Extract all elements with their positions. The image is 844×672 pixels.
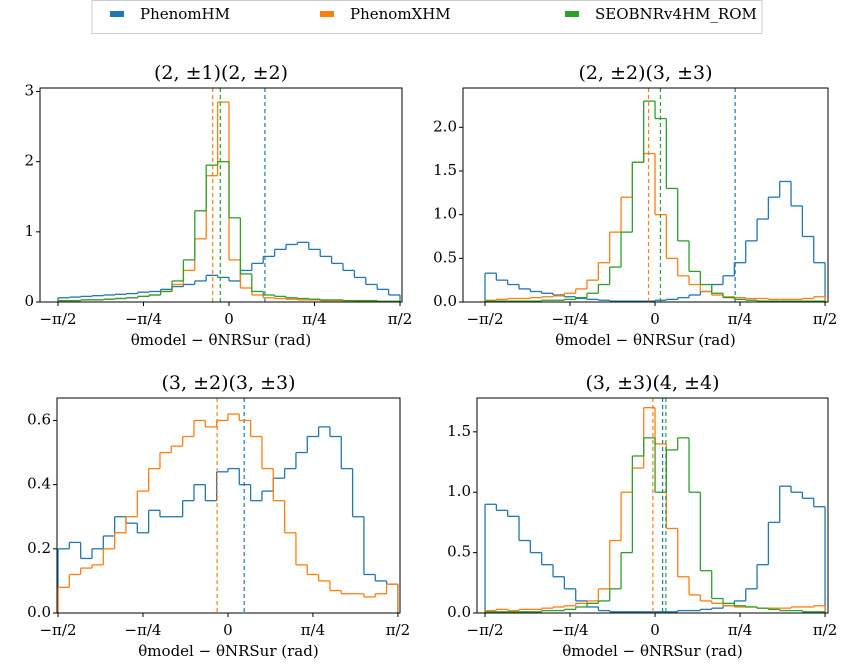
y-tick-label: 1.0: [433, 205, 457, 223]
y-tick-label: 3: [24, 82, 34, 100]
x-tick-label: −π/2: [39, 310, 76, 328]
legend-box: [91, 0, 763, 34]
x-tick-label: π/2: [813, 621, 837, 639]
x-tick-label: π/4: [728, 621, 752, 639]
y-tick-label: 0.4: [27, 475, 51, 493]
x-axis-label: θmodel − θNRSur (rad): [138, 642, 318, 660]
y-tick-label: 0.6: [27, 410, 51, 428]
legend-label: PhenomHM: [140, 5, 230, 23]
legend-label: SEOBNRv4HM_ROM: [595, 5, 757, 23]
x-tick-label: 0: [224, 310, 234, 328]
x-tick-label: −π/4: [125, 310, 162, 328]
legend-marker: [320, 11, 334, 17]
x-axis-label: θmodel − θNRSur (rad): [555, 331, 735, 349]
y-tick-label: 1.0: [447, 482, 471, 500]
axes-frame: [476, 397, 829, 614]
x-tick-label: π/2: [388, 310, 412, 328]
axes-frame: [462, 87, 829, 303]
y-tick-label: 0.0: [447, 603, 471, 621]
x-tick-label: 0: [650, 621, 660, 639]
x-tick-label: −π/2: [467, 621, 504, 639]
x-tick-label: −π/2: [466, 310, 503, 328]
x-tick-label: −π/2: [39, 621, 76, 639]
x-tick-label: π/4: [728, 310, 752, 328]
y-tick-label: 1.5: [433, 161, 457, 179]
y-tick-label: 0.0: [433, 292, 457, 310]
axes-frame: [39, 87, 403, 303]
y-tick-label: 0.5: [447, 543, 471, 561]
x-tick-label: −π/4: [551, 310, 588, 328]
x-axis-label: θmodel − θNRSur (rad): [131, 331, 311, 349]
legend-marker: [110, 11, 124, 17]
axes-frame: [56, 397, 401, 614]
y-tick-label: 0: [24, 292, 34, 310]
legend-marker: [565, 11, 579, 17]
x-tick-label: π/2: [813, 310, 837, 328]
x-tick-label: π/4: [301, 621, 325, 639]
subplot-title: (2, ±1)(2, ±2): [154, 62, 288, 84]
x-tick-label: −π/4: [124, 621, 161, 639]
y-tick-label: 2: [24, 152, 34, 170]
x-tick-label: −π/4: [552, 621, 589, 639]
x-axis-label: θmodel − θNRSur (rad): [562, 642, 742, 660]
y-tick-label: 2.0: [433, 117, 457, 135]
y-tick-label: 0.0: [27, 603, 51, 621]
subplot-title: (3, ±3)(4, ±4): [585, 372, 719, 394]
x-tick-label: 0: [223, 621, 233, 639]
subplot-title: (2, ±2)(3, ±3): [578, 62, 712, 84]
y-tick-label: 1: [24, 222, 34, 240]
x-tick-label: π/4: [302, 310, 326, 328]
x-tick-label: 0: [650, 310, 660, 328]
y-tick-label: 0.2: [27, 539, 51, 557]
y-tick-label: 1.5: [447, 422, 471, 440]
subplot-title: (3, ±2)(3, ±3): [161, 372, 295, 394]
legend-label: PhenomXHM: [350, 5, 451, 23]
y-tick-label: 0.5: [433, 248, 457, 266]
x-tick-label: π/2: [386, 621, 410, 639]
